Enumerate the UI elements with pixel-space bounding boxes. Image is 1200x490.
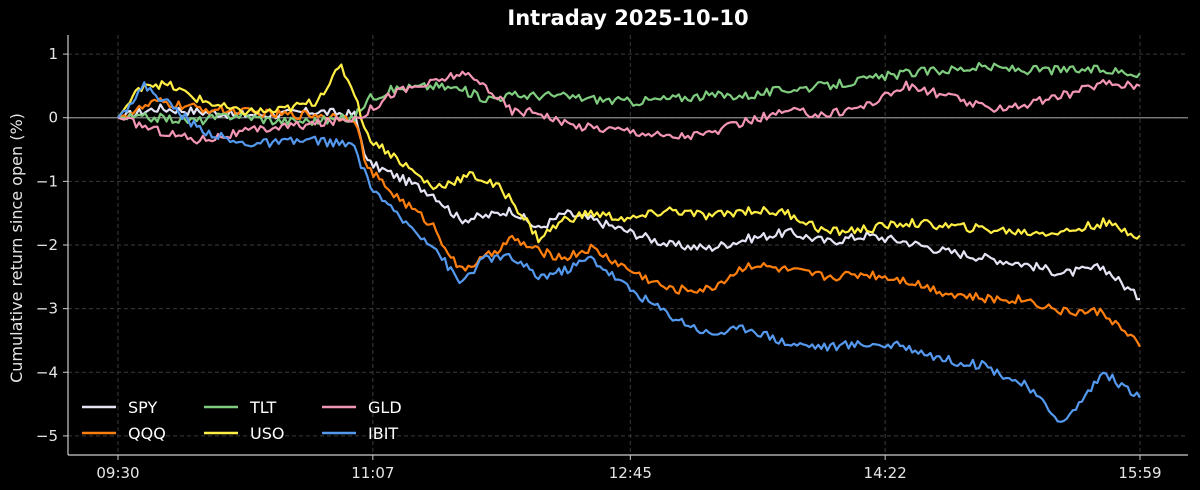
legend-label: QQQ xyxy=(128,424,166,443)
grid xyxy=(68,35,1188,455)
y-tick-label: 0 xyxy=(48,109,58,127)
legend: SPY QQQ TLT USO GLD IBIT xyxy=(82,398,402,443)
y-tick-label: 1 xyxy=(48,45,58,63)
legend-label: USO xyxy=(250,424,284,443)
series-line-ibit xyxy=(117,81,1141,423)
legend-label: IBIT xyxy=(368,424,398,443)
y-tick-label: −5 xyxy=(36,427,58,445)
legend-label: GLD xyxy=(368,398,402,417)
x-tick-label: 14:22 xyxy=(864,464,907,482)
y-tick-label: −3 xyxy=(36,300,58,318)
x-tick-label: 09:30 xyxy=(96,464,139,482)
y-tick-label: −4 xyxy=(36,363,58,381)
axes: 1 0 −1 −2 −3 −4 −5 09:30 11:07 12:45 14:22 15:59 xyxy=(36,35,1188,482)
series-line-qqq xyxy=(117,97,1141,348)
series-line-gld xyxy=(117,70,1141,145)
y-axis-label: Cumulative return since open (%) xyxy=(7,113,26,383)
x-tick-label: 11:07 xyxy=(351,464,394,482)
y-tick-label: −2 xyxy=(36,236,58,254)
chart-title: Intraday 2025-10-10 xyxy=(507,6,748,30)
series-line-uso xyxy=(117,63,1141,244)
series-line-tlt xyxy=(118,61,1141,126)
legend-label: TLT xyxy=(249,398,276,417)
x-tick-label: 15:59 xyxy=(1118,464,1161,482)
y-tick-label: −1 xyxy=(36,172,58,190)
x-tick-label: 12:45 xyxy=(609,464,652,482)
legend-label: SPY xyxy=(128,398,157,417)
series-layer xyxy=(117,61,1141,423)
